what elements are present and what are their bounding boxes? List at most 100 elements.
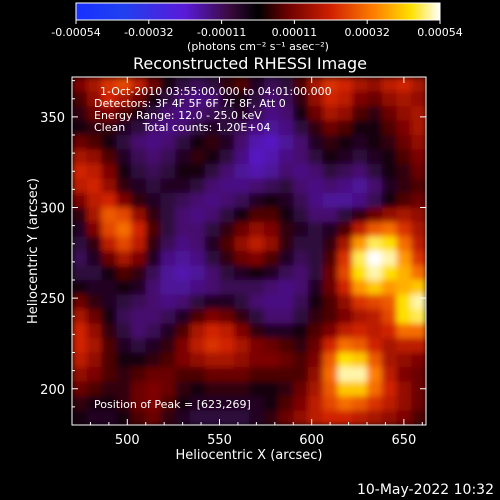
heatmap-cell bbox=[249, 294, 265, 310]
heatmap-cell bbox=[131, 91, 147, 107]
heatmap-cell bbox=[204, 323, 221, 339]
heatmap-cell bbox=[131, 352, 147, 368]
heatmap-cell bbox=[219, 410, 235, 425]
heatmap-cell bbox=[367, 381, 383, 397]
heatmap-cell bbox=[381, 309, 398, 325]
heatmap-cell bbox=[308, 164, 324, 180]
heatmap-cell bbox=[204, 178, 221, 194]
heatmap-cell bbox=[278, 396, 294, 412]
heatmap-cell bbox=[352, 91, 368, 107]
heatmap-cell bbox=[72, 294, 88, 310]
heatmap-cell bbox=[396, 120, 412, 136]
x-tick-label: 650 bbox=[391, 433, 416, 448]
heatmap-cell bbox=[131, 193, 147, 209]
heatmap-cell bbox=[145, 323, 162, 339]
heatmap-cell bbox=[337, 367, 353, 383]
heatmap-cell bbox=[72, 236, 88, 252]
heatmap-cell bbox=[86, 106, 103, 122]
heatmap-cell bbox=[293, 135, 309, 151]
heatmap-cell bbox=[160, 106, 176, 122]
heatmap-cell bbox=[278, 251, 294, 267]
heatmap-image bbox=[72, 77, 426, 425]
heatmap-cell bbox=[352, 265, 368, 281]
heatmap-cell bbox=[293, 280, 309, 296]
heatmap-cell bbox=[367, 410, 383, 425]
heatmap-cell bbox=[116, 352, 132, 368]
annotation-line: 1-Oct-2010 03:55:00.000 to 04:01:00.000 bbox=[100, 85, 332, 98]
heatmap-cell bbox=[72, 265, 88, 281]
heatmap-cell bbox=[131, 77, 147, 93]
heatmap-cell bbox=[293, 120, 309, 136]
heatmap-cell bbox=[131, 410, 147, 425]
heatmap-cell bbox=[175, 338, 191, 354]
heatmap-cell bbox=[145, 381, 162, 397]
heatmap-cell bbox=[204, 193, 221, 209]
heatmap-cell bbox=[337, 280, 353, 296]
heatmap-cell bbox=[352, 207, 368, 223]
heatmap-cell bbox=[160, 120, 176, 136]
heatmap-cell bbox=[337, 106, 353, 122]
heatmap-cell bbox=[352, 410, 368, 425]
heatmap-cell bbox=[411, 236, 426, 252]
heatmap-cell bbox=[145, 207, 162, 223]
heatmap-cell bbox=[278, 164, 294, 180]
heatmap-cell bbox=[337, 294, 353, 310]
heatmap-cell bbox=[160, 193, 176, 209]
x-tick-label: 550 bbox=[207, 433, 232, 448]
heatmap-cell bbox=[86, 120, 103, 136]
heatmap-cell bbox=[175, 265, 191, 281]
heatmap-cell bbox=[293, 236, 309, 252]
x-tick-label: 600 bbox=[299, 433, 324, 448]
heatmap-cell bbox=[131, 381, 147, 397]
heatmap-cell bbox=[190, 367, 206, 383]
heatmap-cell bbox=[278, 135, 294, 151]
heatmap-cell bbox=[234, 251, 250, 267]
heatmap-cell bbox=[204, 352, 221, 368]
heatmap-cell bbox=[190, 222, 206, 238]
heatmap-cell bbox=[278, 309, 294, 325]
heatmap-cell bbox=[411, 367, 426, 383]
heatmap-cell bbox=[116, 135, 132, 151]
heatmap-cell bbox=[101, 294, 117, 310]
heatmap-cell bbox=[411, 164, 426, 180]
heatmap-cell bbox=[72, 106, 88, 122]
heatmap-cell bbox=[145, 106, 162, 122]
heatmap-cell bbox=[160, 338, 176, 354]
heatmap-cell bbox=[381, 91, 398, 107]
heatmap-cell bbox=[249, 207, 265, 223]
colorbar-tick-label: 0.00011 bbox=[272, 26, 318, 39]
heatmap-cell bbox=[249, 193, 265, 209]
heatmap-cell bbox=[72, 135, 88, 151]
heatmap-cell bbox=[352, 106, 368, 122]
heatmap-cell bbox=[411, 352, 426, 368]
plot-frame bbox=[71, 76, 427, 426]
heatmap-cell bbox=[411, 77, 426, 93]
heatmap-cell bbox=[308, 309, 324, 325]
heatmap-cell bbox=[101, 381, 117, 397]
heatmap-cell bbox=[352, 280, 368, 296]
heatmap-cell bbox=[190, 106, 206, 122]
heatmap-cell bbox=[101, 135, 117, 151]
heatmap-cell bbox=[249, 149, 265, 165]
heatmap-cell bbox=[145, 396, 162, 412]
heatmap-cell bbox=[72, 251, 88, 267]
heatmap-cell bbox=[396, 91, 412, 107]
heatmap-cell bbox=[263, 265, 280, 281]
heatmap-cell bbox=[160, 222, 176, 238]
heatmap-cell bbox=[160, 309, 176, 325]
heatmap-cell bbox=[101, 164, 117, 180]
heatmap-cell bbox=[160, 135, 176, 151]
heatmap-cell bbox=[204, 120, 221, 136]
heatmap-cell bbox=[72, 222, 88, 238]
annotation-block: 1-Oct-2010 03:55:00.000 to 04:01:00.000D… bbox=[94, 85, 332, 134]
heatmap-cell bbox=[263, 338, 280, 354]
heatmap-cell bbox=[101, 236, 117, 252]
heatmap-cell bbox=[381, 149, 398, 165]
heatmap-cell bbox=[367, 396, 383, 412]
heatmap-cell bbox=[293, 352, 309, 368]
heatmap-cell bbox=[278, 410, 294, 425]
heatmap-cell bbox=[116, 265, 132, 281]
heatmap-cell bbox=[190, 178, 206, 194]
heatmap-cell bbox=[116, 338, 132, 354]
heatmap-cell bbox=[381, 338, 398, 354]
